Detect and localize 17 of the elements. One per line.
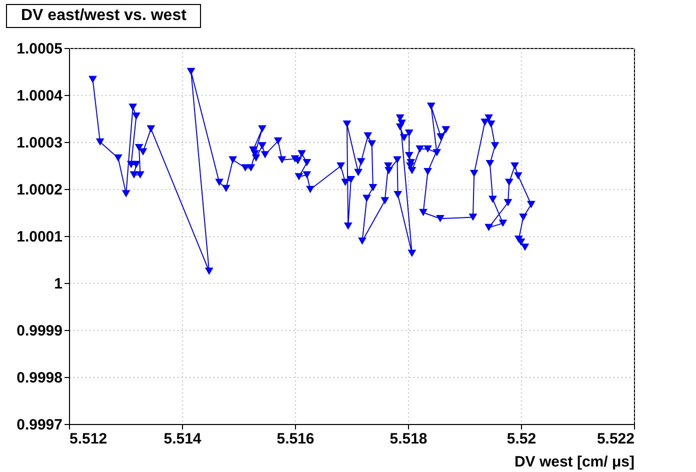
y-tick-label: 0.9998 [16,370,62,386]
x-tick-label: 5.512 [70,430,108,448]
x-tick-label: 5.52 [506,430,536,448]
x-axis-title: DV west [cm/ μs] [514,454,634,470]
x-tick-label: 5.522 [596,430,634,448]
y-tick-label: 1.0004 [16,88,64,104]
y-tick-label: 0.9997 [16,416,62,434]
y-tick-label: 1.0003 [16,134,62,152]
x-tick-label: 5.514 [164,430,202,448]
y-tick-label: 1.0005 [16,40,62,58]
y-tick-label: 1.0002 [16,182,62,198]
chart-title: DV east/west vs. west [6,4,202,28]
y-tick-label: 0.9999 [16,322,62,340]
x-tick-label: 5.518 [390,430,428,448]
x-tick-label: 5.516 [276,430,314,448]
y-tick-label: 1 [54,276,62,292]
y-tick-label: 1.0001 [16,228,62,246]
